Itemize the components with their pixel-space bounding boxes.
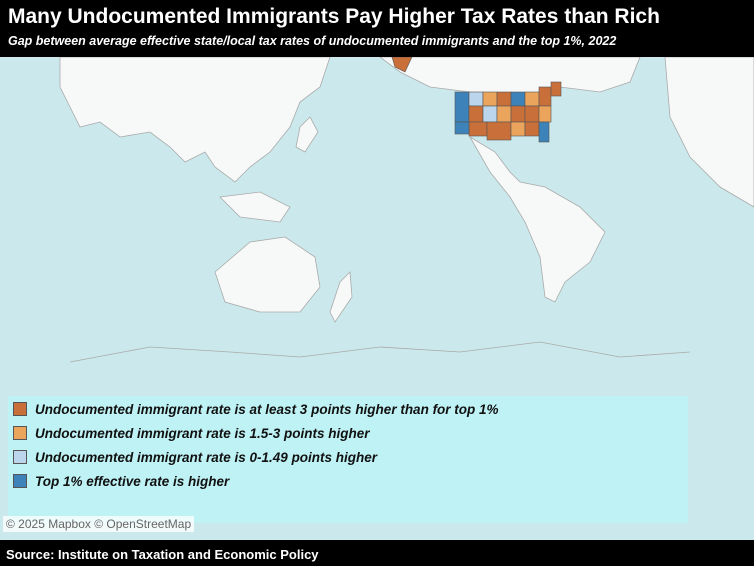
state xyxy=(468,91,484,107)
land xyxy=(468,135,606,303)
attribution: © 2025 Mapbox © OpenStreetMap xyxy=(3,516,195,532)
legend-item: Undocumented immigrant rate is 1.5-3 poi… xyxy=(13,425,370,441)
state xyxy=(524,121,540,137)
state xyxy=(482,91,498,107)
footer: Source: Institute on Taxation and Econom… xyxy=(0,542,754,566)
state xyxy=(524,91,540,107)
state xyxy=(550,81,562,97)
state xyxy=(496,105,512,123)
land xyxy=(664,57,754,208)
land xyxy=(214,236,321,313)
legend-swatch xyxy=(13,450,27,464)
legend-swatch xyxy=(13,474,27,488)
state xyxy=(538,105,552,123)
map: Undocumented immigrant rate is at least … xyxy=(0,57,754,540)
source: Source: Institute on Taxation and Econom… xyxy=(6,547,319,562)
legend-label: Undocumented immigrant rate is at least … xyxy=(35,401,499,417)
state xyxy=(510,105,526,123)
legend-swatch xyxy=(13,426,27,440)
state xyxy=(486,121,512,141)
legend-label: Undocumented immigrant rate is 0-1.49 po… xyxy=(35,449,378,465)
state xyxy=(482,105,498,123)
land xyxy=(69,341,691,363)
state xyxy=(468,121,488,137)
land xyxy=(379,57,641,98)
legend-label: Top 1% effective rate is higher xyxy=(35,473,230,489)
header: Many Undocumented Immigrants Pay Higher … xyxy=(0,0,754,57)
state xyxy=(510,91,526,107)
title: Many Undocumented Immigrants Pay Higher … xyxy=(8,5,660,28)
land xyxy=(59,57,331,183)
subtitle: Gap between average effective state/loca… xyxy=(8,34,617,48)
land xyxy=(295,116,319,153)
legend: Undocumented immigrant rate is at least … xyxy=(8,396,688,523)
legend-item: Undocumented immigrant rate is at least … xyxy=(13,401,499,417)
state xyxy=(538,86,552,107)
state xyxy=(496,91,512,107)
legend-item: Top 1% effective rate is higher xyxy=(13,473,229,489)
land xyxy=(329,271,353,323)
legend-item: Undocumented immigrant rate is 0-1.49 po… xyxy=(13,449,377,465)
legend-label: Undocumented immigrant rate is 1.5-3 poi… xyxy=(35,425,370,441)
state xyxy=(524,105,540,123)
state xyxy=(538,121,550,143)
land xyxy=(391,57,413,73)
state xyxy=(510,121,526,137)
state xyxy=(468,105,484,123)
legend-swatch xyxy=(13,402,27,416)
land xyxy=(219,191,291,223)
state xyxy=(454,121,470,135)
state xyxy=(454,91,470,123)
map-canvas xyxy=(59,57,754,363)
